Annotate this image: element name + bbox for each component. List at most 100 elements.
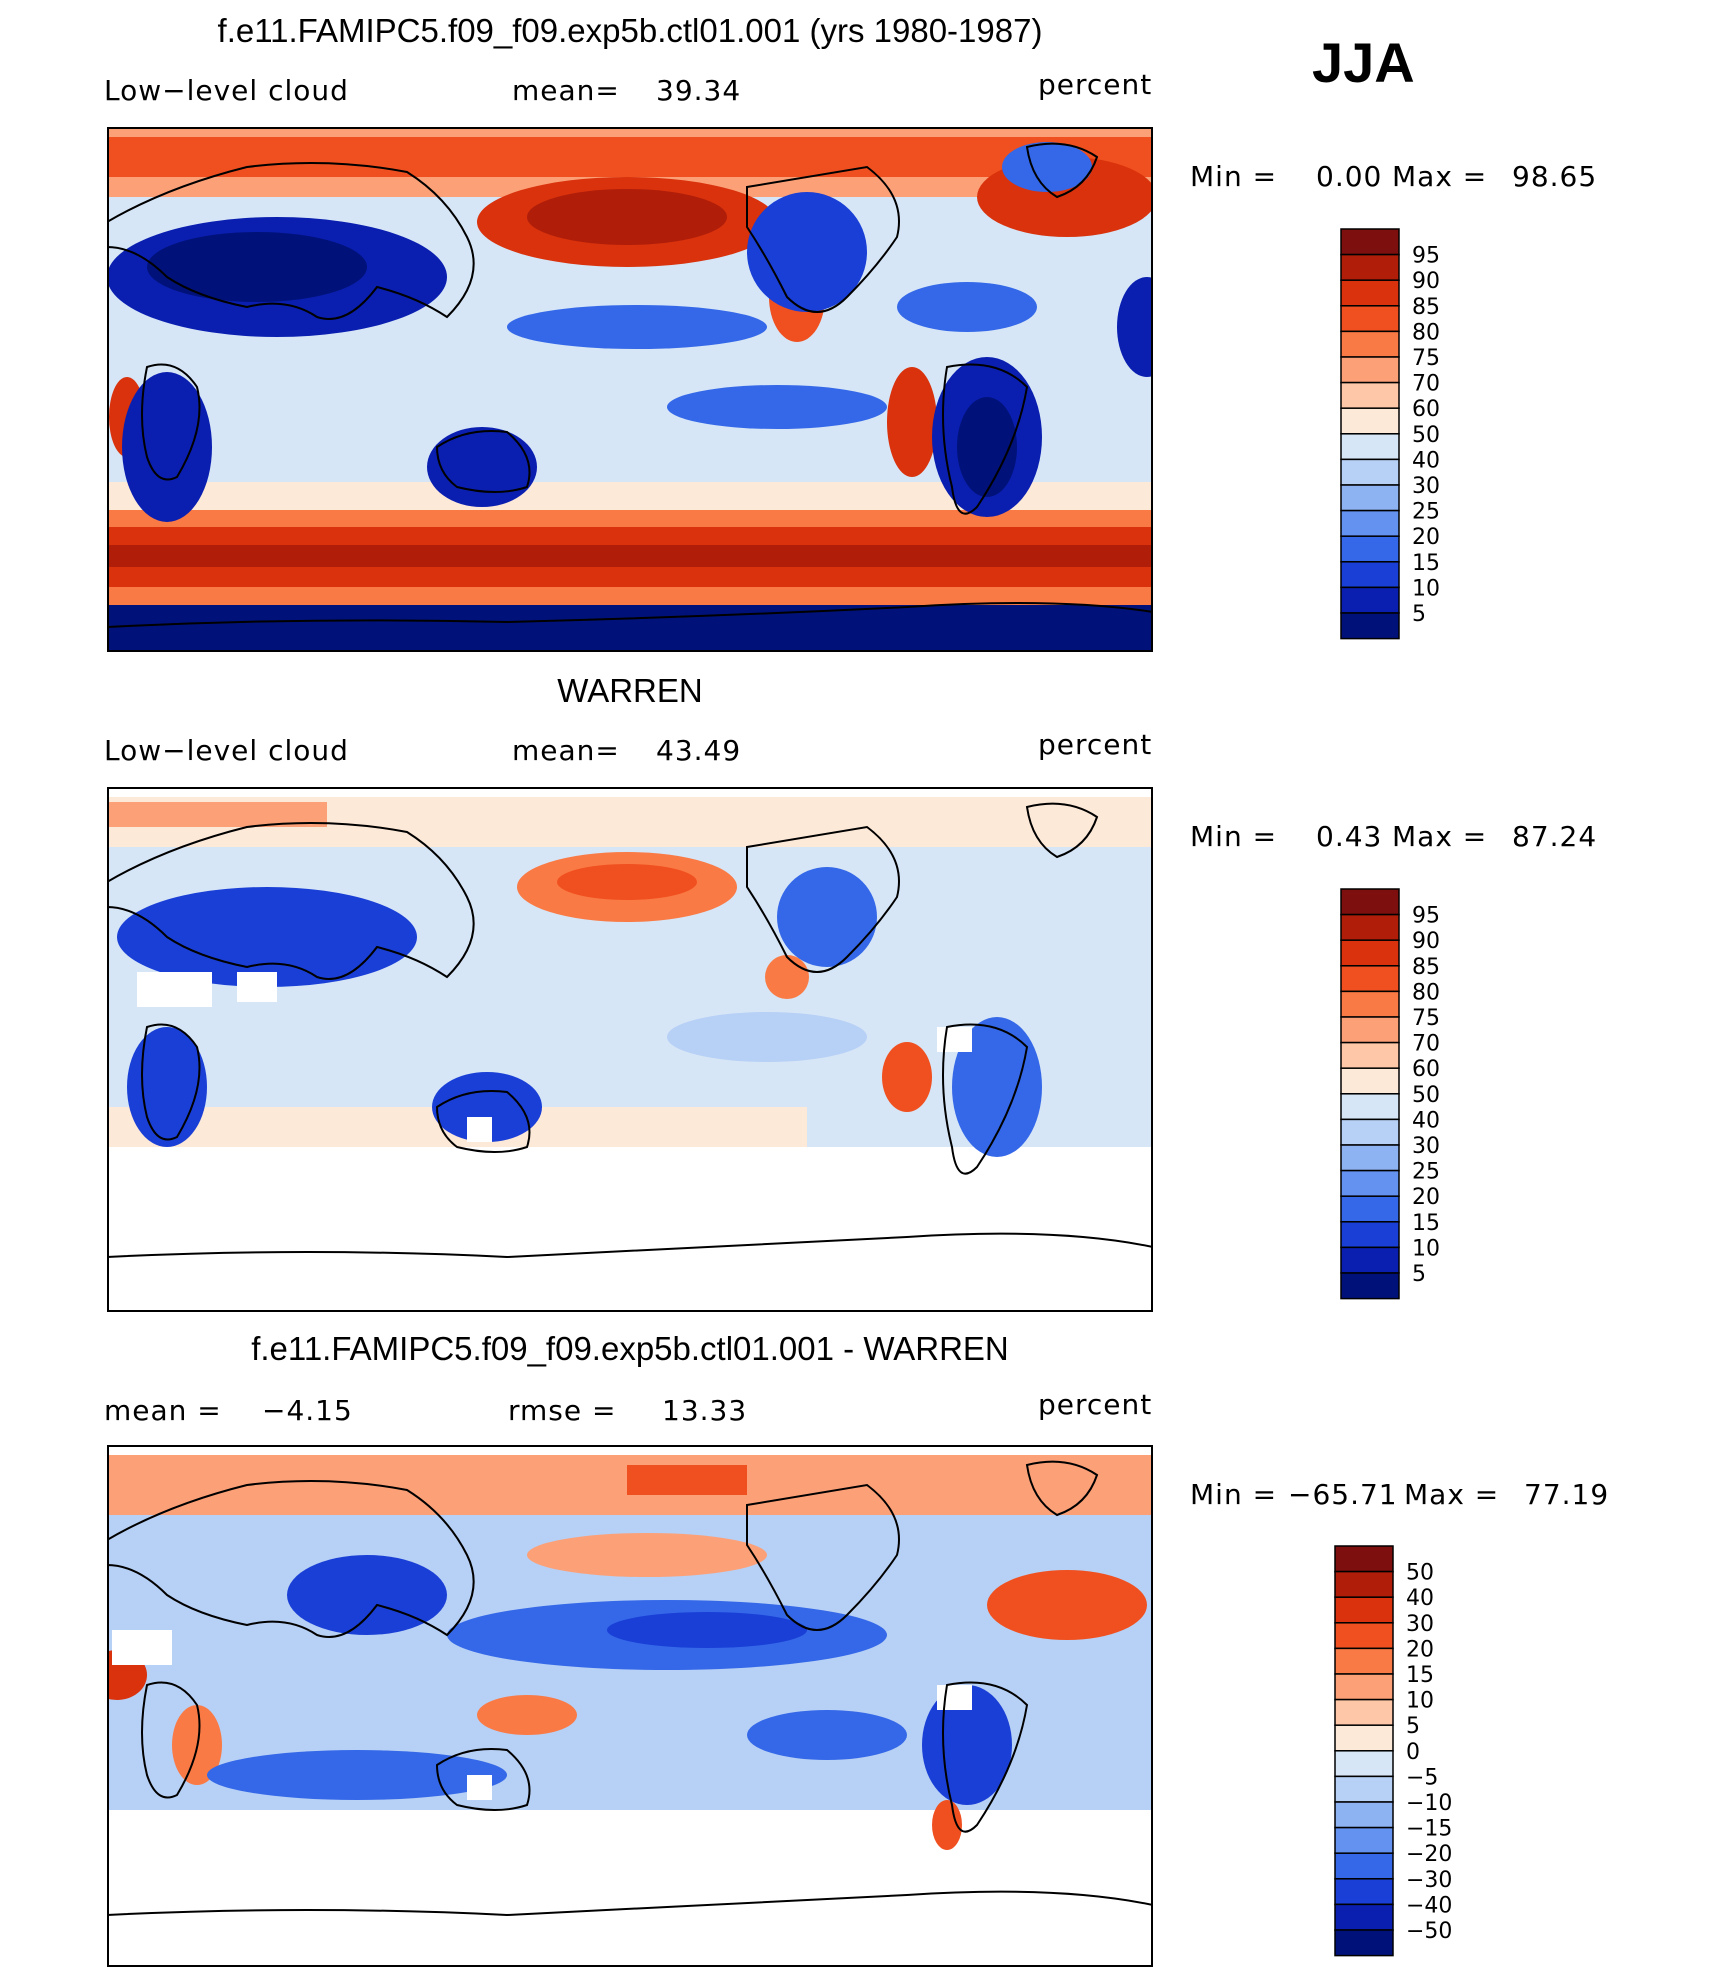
colorbar-tick-label: 30	[1406, 1612, 1434, 1637]
map-missing-amazon	[937, 1027, 972, 1052]
colorbar-tick-label: 20	[1412, 1185, 1440, 1210]
colorbar-swatch	[1340, 305, 1400, 333]
colorbar-swatch	[1334, 1929, 1394, 1957]
colorbar-tick-label: 30	[1412, 1134, 1440, 1159]
panel-3-rmse-value: 13.33	[662, 1394, 748, 1427]
colorbar-swatch	[1334, 1775, 1394, 1803]
colorbar-swatch	[1340, 433, 1400, 461]
colorbar-tick-label: 70	[1412, 372, 1440, 397]
map-peru-stratus	[887, 367, 937, 477]
map-coastlines	[107, 802, 1153, 1259]
colorbar-swatch	[1340, 1118, 1400, 1146]
colorbar-swatch	[1340, 1272, 1400, 1300]
map-antarctica	[107, 605, 1153, 652]
map-eurasia-dry	[117, 887, 417, 987]
panel-3-min-value: −65.71	[1288, 1478, 1398, 1511]
colorbar-tick-label: 20	[1412, 525, 1440, 550]
colorbar-swatch	[1340, 356, 1400, 384]
colorbar-swatch	[1334, 1903, 1394, 1931]
colorbar-swatch	[1334, 1698, 1394, 1726]
map-west-europe-clear	[1117, 277, 1153, 377]
map-east-pacific-clear	[507, 305, 767, 349]
colorbar-tick-label: 50	[1412, 1083, 1440, 1108]
map-indonesia-positive	[477, 1695, 577, 1735]
colorbar-tick-label: 25	[1412, 1160, 1440, 1185]
map-missing-sahara	[137, 972, 212, 1007]
colorbar-tick-label: −15	[1406, 1817, 1452, 1842]
panel-3-mean-value: −4.15	[262, 1394, 353, 1427]
colorbar-tick-label: 10	[1412, 1236, 1440, 1261]
map-south-pacific-negative	[747, 1710, 907, 1760]
panel-1-min-label: Min =	[1190, 160, 1278, 193]
panel-2-units: percent	[1038, 728, 1153, 761]
map-atlantic-positive	[987, 1570, 1147, 1640]
map-chile-positive	[932, 1800, 962, 1850]
map-eurasia-core	[147, 232, 367, 302]
map-south-pacific-clear	[667, 385, 887, 429]
panel-3-title: f.e11.FAMIPC5.f09_f09.exp5b.ctl01.001 - …	[251, 1330, 1009, 1367]
map-missing-sahara	[112, 1630, 172, 1665]
colorbar-swatch	[1334, 1545, 1394, 1573]
map-southern-band-inner	[107, 545, 1153, 567]
map-north-america-dry	[747, 192, 867, 312]
colorbar-tick-label: 15	[1412, 551, 1440, 576]
colorbar-tick-label: −40	[1406, 1893, 1452, 1918]
colorbar-swatch	[1340, 990, 1400, 1018]
colorbar-tick-label: 75	[1412, 346, 1440, 371]
colorbar-swatch	[1340, 1016, 1400, 1044]
colorbar-swatch	[1340, 939, 1400, 967]
map-south-pacific-cloud	[667, 1012, 867, 1062]
map-south-america-core	[957, 397, 1017, 497]
map-north-pacific-stratus-core	[527, 189, 727, 245]
colorbar-swatch	[1340, 1093, 1400, 1121]
map-coastlines	[107, 142, 1153, 628]
map-greenland	[1002, 142, 1092, 192]
panel-1-max-value: 98.65	[1512, 160, 1598, 193]
panel-3-mean-label: mean =	[104, 1394, 222, 1427]
colorbar-tick-label: −20	[1406, 1842, 1452, 1867]
map-africa-dry	[122, 372, 212, 522]
colorbar-swatch	[1340, 330, 1400, 358]
colorbar-swatch	[1340, 253, 1400, 281]
colorbar-tick-label: 5	[1412, 602, 1426, 627]
map-north-america-dry	[777, 867, 877, 967]
colorbar-swatch	[1334, 1570, 1394, 1598]
colorbar-swatch	[1340, 913, 1400, 941]
colorbar-swatch	[1340, 484, 1400, 512]
panel-3-max-label: Max =	[1404, 1478, 1500, 1511]
colorbar-swatch	[1340, 458, 1400, 486]
colorbar-swatch	[1334, 1826, 1394, 1854]
colorbar-tick-label: 40	[1412, 1108, 1440, 1133]
colorbar-tick-label: 85	[1412, 295, 1440, 320]
colorbar-swatch	[1334, 1673, 1394, 1701]
colorbar-tick-label: 40	[1406, 1586, 1434, 1611]
colorbar-swatch	[1340, 561, 1400, 589]
panel-2-variable-label: Low−level cloud	[104, 734, 349, 767]
colorbar-swatch	[1334, 1724, 1394, 1752]
colorbar-swatch	[1340, 586, 1400, 614]
panel-2-max-value: 87.24	[1512, 820, 1598, 853]
colorbar-swatch	[1340, 612, 1400, 640]
map-frame	[107, 787, 1153, 1312]
panel-1-variable-label: Low−level cloud	[104, 74, 349, 107]
map-australia-dry	[432, 1072, 542, 1142]
panel-3-map	[107, 1445, 1153, 1967]
map-missing-australia	[467, 1117, 492, 1142]
colorbar-tick-label: 5	[1412, 1262, 1426, 1287]
map-north-pacific-core	[557, 864, 697, 900]
map-coastlines	[107, 1460, 1153, 1917]
map-missing-amazon	[937, 1685, 972, 1710]
colorbar-swatch	[1334, 1801, 1394, 1829]
panel-1-mean-value: 39.34	[656, 74, 742, 107]
colorbar-swatch	[1334, 1647, 1394, 1675]
panel-1-units: percent	[1038, 68, 1153, 101]
season-label: JJA	[1312, 31, 1415, 94]
colorbar-tick-label: 60	[1412, 1057, 1440, 1082]
colorbar-swatch	[1340, 228, 1400, 256]
colorbar-swatch	[1340, 888, 1400, 916]
colorbar-tick-label: 50	[1412, 423, 1440, 448]
colorbar-tick-label: 10	[1412, 576, 1440, 601]
colorbar-tick-label: 20	[1406, 1637, 1434, 1662]
